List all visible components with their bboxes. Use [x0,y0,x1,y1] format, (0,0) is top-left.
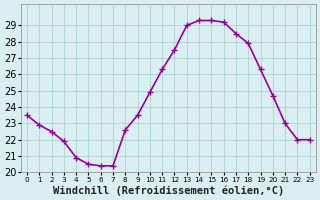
X-axis label: Windchill (Refroidissement éolien,°C): Windchill (Refroidissement éolien,°C) [53,185,284,196]
